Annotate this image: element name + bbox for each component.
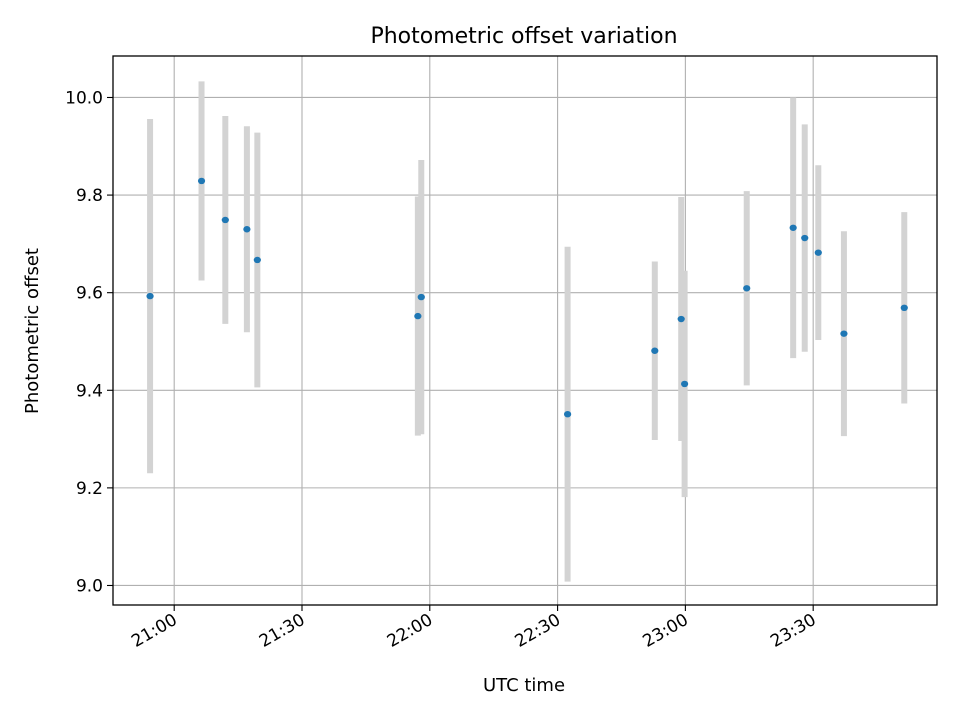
x-tick-label: 21:30 (256, 610, 308, 652)
data-point (681, 380, 689, 388)
data-point (801, 234, 809, 242)
x-tick-label: 21:00 (128, 610, 180, 652)
x-tick-label: 23:00 (639, 610, 691, 652)
data-point (840, 330, 848, 337)
chart-title: Photometric offset variation (370, 24, 677, 49)
x-axis-label: UTC time (483, 675, 565, 696)
y-tick-label: 9.0 (76, 576, 103, 596)
data-point (221, 216, 229, 224)
data-point (563, 410, 572, 418)
data-point (651, 347, 659, 354)
y-tick-label: 10.0 (65, 88, 103, 108)
data-point (243, 226, 251, 233)
x-tick-label: 22:30 (512, 610, 564, 652)
data-point (197, 177, 206, 185)
y-tick-label: 9.4 (76, 381, 103, 401)
data-point (414, 312, 422, 320)
data-point (253, 256, 261, 264)
error-bars (147, 81, 908, 582)
data-point (900, 304, 908, 312)
axis-ticks: 21:00 21:30 22:00 22:30 23:00 23:30 9.0 9.2 9.4 9… (65, 88, 820, 651)
y-tick-label: 9.6 (76, 284, 103, 304)
plot-frame (112, 55, 938, 606)
data-points (146, 177, 908, 418)
data-point (743, 285, 751, 292)
y-axis-label: Photometric offset (22, 248, 43, 414)
data-point (146, 292, 154, 300)
grid (113, 56, 937, 605)
y-tick-label: 9.2 (76, 479, 103, 499)
data-point (417, 293, 425, 301)
x-tick-label: 22:00 (384, 610, 436, 652)
x-tick-label: 23:30 (767, 610, 819, 652)
y-tick-label: 9.8 (76, 186, 103, 206)
data-point (677, 315, 685, 323)
data-point (814, 249, 822, 256)
data-point (789, 224, 797, 231)
